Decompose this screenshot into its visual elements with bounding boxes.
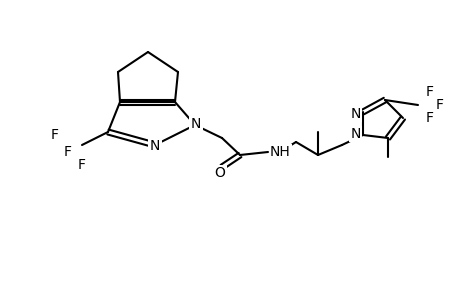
Text: N: N: [150, 139, 160, 153]
Text: F: F: [64, 145, 72, 159]
Text: N: N: [190, 117, 201, 131]
Text: F: F: [51, 128, 59, 142]
Text: F: F: [78, 158, 86, 172]
Text: NH: NH: [269, 145, 290, 159]
Text: N: N: [350, 107, 360, 121]
Text: F: F: [435, 98, 443, 112]
Text: F: F: [425, 111, 433, 125]
Text: N: N: [350, 127, 360, 141]
Text: O: O: [214, 166, 225, 180]
Text: F: F: [425, 85, 433, 99]
